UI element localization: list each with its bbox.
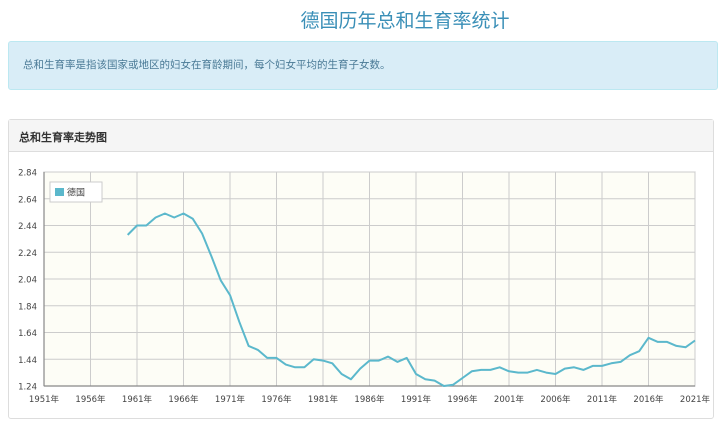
x-tick-label: 1971年 <box>215 394 246 405</box>
x-tick-label: 1956年 <box>75 394 106 405</box>
series-line-德国 <box>126 212 696 387</box>
y-tick-label: 2.44 <box>18 222 37 232</box>
legend-label: 德国 <box>67 187 85 199</box>
y-tick-label: 2.24 <box>18 249 37 259</box>
x-tick-label: 2006年 <box>540 394 571 405</box>
x-tick-label: 1951年 <box>29 394 60 405</box>
legend-swatch <box>55 188 64 196</box>
x-tick-label: 2011年 <box>587 394 618 405</box>
x-tick-label: 1996年 <box>447 394 478 405</box>
description-text: 总和生育率是指该国家或地区的妇女在育龄期间，每个妇女平均的生育子女数。 <box>23 59 391 71</box>
y-tick-label: 1.44 <box>18 356 37 366</box>
y-tick-label: 1.64 <box>18 329 37 339</box>
x-tick-label: 1961年 <box>122 394 153 405</box>
info-alert: 总和生育率是指该国家或地区的妇女在育龄期间，每个妇女平均的生育子女数。 <box>8 41 718 90</box>
x-tick-label: 1966年 <box>168 394 199 405</box>
x-tick-label: 2021年 <box>680 394 711 405</box>
x-tick-label: 2016年 <box>633 394 664 405</box>
x-tick-label: 1986年 <box>354 394 385 405</box>
y-tick-label: 1.84 <box>18 302 37 312</box>
y-tick-label: 1.24 <box>18 383 37 393</box>
legend-box <box>49 181 103 203</box>
x-tick-label: 2001年 <box>494 394 525 405</box>
x-tick-label: 1981年 <box>308 394 339 405</box>
x-tick-label: 1976年 <box>261 394 292 405</box>
page-title: 德国历年总和生育率统计 <box>300 10 510 32</box>
y-tick-label: 2.84 <box>18 169 37 179</box>
y-tick-label: 2.04 <box>18 276 37 286</box>
panel-heading: 总和生育率走势图 <box>9 120 713 152</box>
y-tick-label: 2.64 <box>18 195 37 205</box>
x-tick-label: 1991年 <box>401 394 432 405</box>
